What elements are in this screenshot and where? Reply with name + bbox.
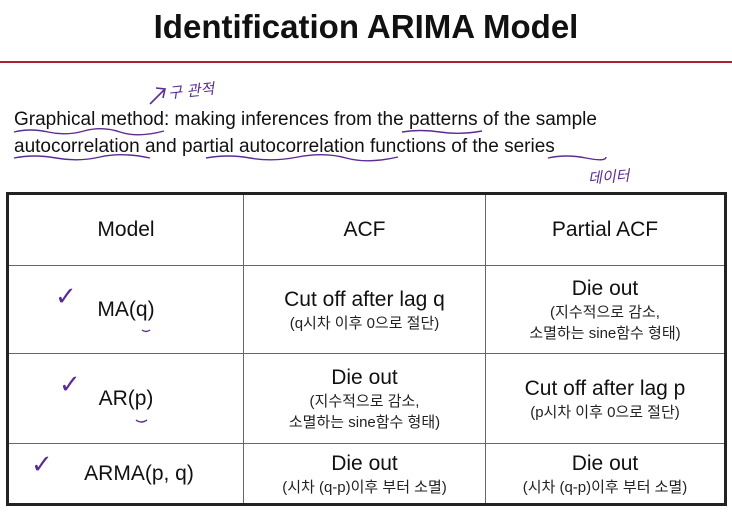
header-acf: ACF xyxy=(243,193,486,266)
slide-title: Identification ARIMA Model xyxy=(153,8,579,45)
pacf-sub: (지수적으로 감소, xyxy=(550,304,660,321)
pacf-main: Cut off after lag p xyxy=(524,376,686,400)
pacf-cell: Cut off after lag p (p시차 이후 0으로 절단) xyxy=(485,353,726,444)
handwritten-note-top: 구 관적 xyxy=(167,79,216,103)
acf-cell: Die out (지수적으로 감소, 소멸하는 sine함수 형태) xyxy=(243,353,486,444)
pacf-main: Die out xyxy=(571,277,639,300)
model-cell: ✓ ARMA(p, q) xyxy=(7,443,244,505)
acf-sub: (시차 (q-p)이후 부터 소멸) xyxy=(282,478,447,496)
pacf-cell: Die out (시차 (q-p)이후 부터 소멸) xyxy=(485,443,726,505)
header-model: Model xyxy=(7,193,244,266)
pacf-sub-2: 소멸하는 sine함수 형태) xyxy=(529,325,681,342)
pacf-cell: Die out (지수적으로 감소, 소멸하는 sine함수 형태) xyxy=(485,265,726,354)
table-header-row: Model ACF Partial ACF xyxy=(7,193,726,266)
acf-sub-2: 소멸하는 sine함수 형태) xyxy=(288,414,441,431)
model-cell: ✓ AR(p) xyxy=(7,353,244,444)
model-label: AR(p) xyxy=(98,386,154,410)
acf-cell: Cut off after lag q (q시차 이후 0으로 절단) xyxy=(243,265,486,354)
title-divider xyxy=(0,61,732,63)
check-mark-icon: ✓ xyxy=(55,282,77,312)
table-row: ✓ AR(p) Die out (지수적으로 감소, 소멸하는 sine함수 형… xyxy=(7,353,726,444)
table-row: ✓ ARMA(p, q) Die out (시차 (q-p)이후 부터 소멸) … xyxy=(7,443,726,505)
acf-sub: (q시차 이후 0으로 절단) xyxy=(289,314,440,332)
handwritten-note-right: 데이터 xyxy=(587,166,631,188)
identification-table: Model ACF Partial ACF ✓ MA(q) Cut off af… xyxy=(6,192,727,506)
pacf-sub: (p시차 이후 0으로 절단) xyxy=(530,403,680,421)
pacf-sub: (시차 (q-p)이후 부터 소멸) xyxy=(522,478,688,496)
intro-paragraph: Graphical method: making inferences from… xyxy=(14,106,714,160)
acf-sub: (지수적으로 감소, xyxy=(309,393,420,410)
acf-main: Die out xyxy=(331,451,398,475)
model-label: ARMA(p, q) xyxy=(84,461,194,485)
check-mark-icon: ✓ xyxy=(31,450,53,480)
acf-main: Die out xyxy=(331,366,398,389)
intro-term: Graphical method xyxy=(14,109,164,130)
intro-definition: : making inferences from the patterns of… xyxy=(14,109,597,157)
model-label: MA(q) xyxy=(97,297,155,321)
model-cell: ✓ MA(q) xyxy=(7,265,244,354)
acf-cell: Die out (시차 (q-p)이후 부터 소멸) xyxy=(243,443,486,505)
table-row: ✓ MA(q) Cut off after lag q (q시차 이후 0으로 … xyxy=(7,265,726,354)
check-mark-icon: ✓ xyxy=(59,370,81,400)
header-pacf: Partial ACF xyxy=(485,193,726,266)
acf-main: Cut off after lag q xyxy=(284,287,445,311)
pacf-main: Die out xyxy=(571,451,639,475)
